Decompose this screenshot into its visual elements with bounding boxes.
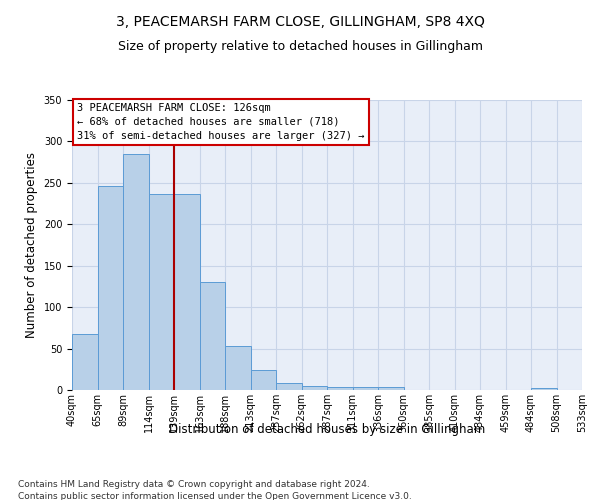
Bar [251,370,276,390]
Y-axis label: Number of detached properties: Number of detached properties [25,152,38,338]
Bar [302,386,327,390]
Bar [353,386,378,390]
Bar [378,386,404,390]
Bar [225,346,251,390]
Text: 3, PEACEMARSH FARM CLOSE, GILLINGHAM, SP8 4XQ: 3, PEACEMARSH FARM CLOSE, GILLINGHAM, SP… [116,15,484,29]
Text: 3 PEACEMARSH FARM CLOSE: 126sqm
← 68% of detached houses are smaller (718)
31% o: 3 PEACEMARSH FARM CLOSE: 126sqm ← 68% of… [77,103,365,141]
Bar [531,388,557,390]
Bar [97,186,123,390]
Text: Size of property relative to detached houses in Gillingham: Size of property relative to detached ho… [118,40,482,53]
Bar [174,194,199,390]
Bar [72,334,97,390]
Bar [149,194,174,390]
Bar [123,154,149,390]
Bar [327,386,353,390]
Text: Contains HM Land Registry data © Crown copyright and database right 2024.
Contai: Contains HM Land Registry data © Crown c… [18,480,412,500]
Bar [199,282,225,390]
Bar [276,382,302,390]
Text: Distribution of detached houses by size in Gillingham: Distribution of detached houses by size … [169,422,485,436]
